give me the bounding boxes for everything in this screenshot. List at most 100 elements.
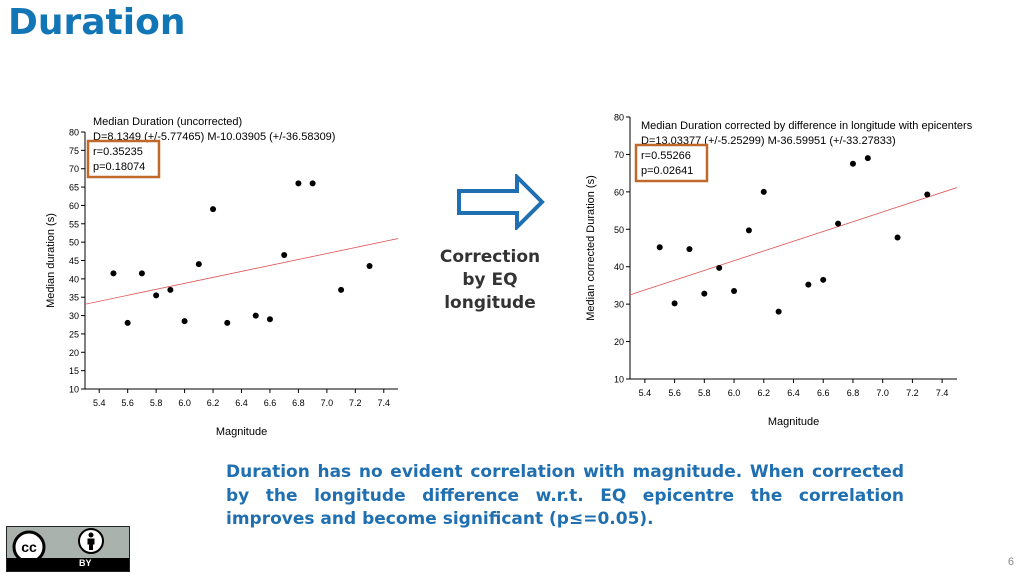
y-tick-label: 70: [69, 164, 79, 174]
data-point: [745, 227, 752, 234]
chart-title: Median Duration (uncorrected): [93, 116, 242, 128]
y-tick-label: 10: [69, 385, 79, 395]
correction-label-line: by EQ: [462, 270, 518, 290]
x-tick-label: 7.0: [876, 388, 889, 398]
y-axis-label: Median duration (s): [45, 213, 57, 308]
license-label: BY: [79, 558, 92, 568]
stat-p: p=0.02641: [641, 165, 693, 177]
x-tick-label: 6.8: [292, 398, 305, 408]
chart-title: Median Duration corrected by difference …: [641, 120, 973, 132]
stat-r: r=0.35235: [93, 146, 143, 158]
slide-title: Duration: [8, 2, 186, 43]
y-tick-label: 50: [614, 225, 624, 235]
data-point: [210, 206, 217, 213]
y-tick-label: 20: [69, 348, 79, 358]
stat-r: r=0.55266: [641, 150, 691, 162]
x-tick-label: 6.2: [758, 388, 771, 398]
data-point: [195, 261, 202, 268]
x-tick-label: 7.2: [906, 388, 919, 398]
data-point: [671, 300, 678, 307]
y-tick-label: 25: [69, 329, 79, 339]
x-tick-label: 5.8: [698, 388, 711, 398]
y-tick-label: 40: [614, 262, 624, 272]
x-tick-label: 6.2: [207, 398, 220, 408]
data-point: [366, 263, 373, 270]
y-tick-label: 30: [69, 311, 79, 321]
data-point: [110, 270, 117, 277]
y-tick-label: 35: [69, 293, 79, 303]
linear-fit-line: [85, 238, 398, 305]
data-point: [686, 246, 693, 253]
data-point: [849, 160, 856, 167]
stats-highlight-box: [86, 139, 161, 179]
data-point: [124, 319, 131, 326]
data-point: [701, 290, 708, 297]
data-point: [338, 286, 345, 293]
linear-fit-line: [630, 187, 957, 296]
correction-label: Correction by EQ longitude: [430, 246, 550, 315]
y-tick-label: 75: [69, 146, 79, 156]
data-point: [656, 244, 663, 251]
y-tick-label: 55: [69, 219, 79, 229]
data-point: [805, 281, 812, 288]
x-tick-label: 5.8: [150, 398, 163, 408]
data-point: [864, 155, 871, 162]
data-point: [167, 286, 174, 293]
stat-p: p=0.18074: [93, 161, 145, 173]
right-arrow-icon: [457, 174, 545, 230]
y-tick-label: 80: [614, 113, 624, 123]
data-point: [252, 312, 259, 319]
data-point: [181, 318, 188, 325]
y-tick-label: 20: [614, 337, 624, 347]
x-tick-label: 6.0: [178, 398, 191, 408]
svg-text:cc: cc: [21, 539, 37, 555]
creative-commons-icon: cc: [12, 530, 46, 564]
x-tick-label: 6.0: [728, 388, 741, 398]
data-point: [820, 276, 827, 283]
x-tick-label: 6.6: [264, 398, 277, 408]
data-point: [281, 251, 288, 258]
x-tick-label: 5.4: [639, 388, 652, 398]
x-tick-label: 6.4: [787, 388, 800, 398]
x-tick-label: 5.6: [668, 388, 681, 398]
data-point: [760, 188, 767, 195]
caption-text: Duration has no evident correlation with…: [226, 462, 904, 529]
x-tick-label: 7.2: [349, 398, 362, 408]
y-tick-label: 60: [69, 201, 79, 211]
data-point: [266, 316, 273, 323]
data-point: [295, 180, 302, 187]
data-point: [775, 308, 782, 315]
x-axis-label: Magnitude: [216, 426, 267, 438]
correction-label-line: longitude: [444, 293, 536, 313]
y-tick-label: 60: [614, 187, 624, 197]
x-tick-label: 7.4: [936, 388, 949, 398]
cc-by-license-badge[interactable]: cc BY: [6, 526, 130, 572]
data-point: [924, 191, 931, 198]
data-point: [894, 234, 901, 241]
y-axis-label: Median corrected Duration (s): [585, 175, 597, 321]
y-tick-label: 50: [69, 238, 79, 248]
x-tick-label: 5.6: [121, 398, 134, 408]
license-label-bar: BY: [7, 558, 129, 571]
data-point: [224, 319, 231, 326]
page-number: 6: [1007, 556, 1014, 568]
y-tick-label: 15: [69, 366, 79, 376]
x-tick-label: 6.4: [235, 398, 248, 408]
x-tick-label: 7.4: [378, 398, 391, 408]
data-point: [731, 288, 738, 295]
y-tick-label: 80: [69, 128, 79, 138]
y-tick-label: 70: [614, 150, 624, 160]
y-tick-label: 40: [69, 274, 79, 284]
y-tick-label: 30: [614, 300, 624, 310]
attribution-person-icon: [78, 528, 104, 554]
data-point: [153, 292, 160, 299]
correction-label-line: Correction: [439, 247, 541, 267]
data-point: [309, 180, 316, 187]
x-tick-label: 6.8: [847, 388, 860, 398]
scatter-chart-uncorrected: 10 15 20 25 30 35 40 45 50 55 60 65 70 75 80 5.4 5.6 5.8 6…: [45, 116, 398, 438]
x-axis-label: Magnitude: [768, 416, 819, 428]
y-tick-label: 65: [69, 183, 79, 193]
data-point: [138, 270, 145, 277]
data-point: [835, 220, 842, 227]
x-tick-label: 7.0: [321, 398, 334, 408]
